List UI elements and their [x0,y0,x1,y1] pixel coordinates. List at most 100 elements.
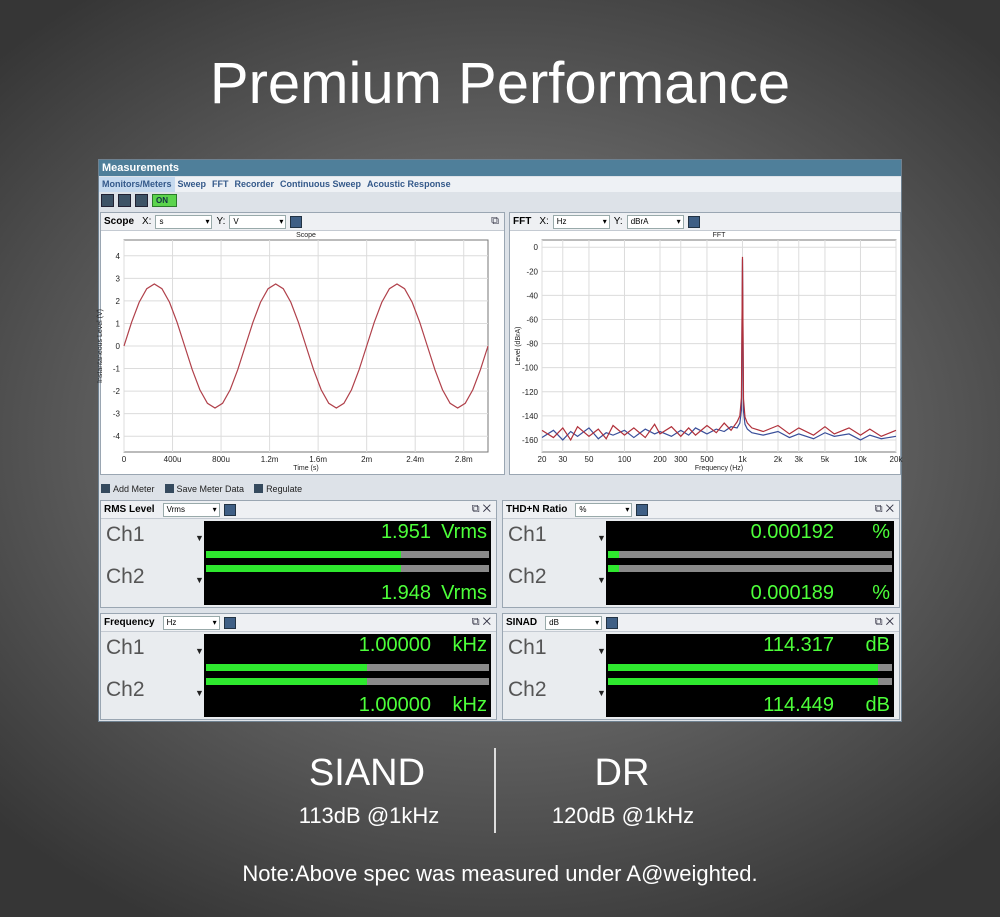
y-tick-label: 1 [116,319,121,328]
channel-label: Ch1 [106,523,145,546]
settings-icon[interactable] [223,503,236,516]
axis-label: Y: [613,216,623,227]
settings-icon[interactable] [606,616,619,629]
y-tick-label: -80 [526,340,538,349]
tab[interactable]: Monitors/Meters [99,177,175,192]
divider [494,748,496,833]
panel-header: FFT X: Hz Y: dBrA [510,213,900,231]
unit-select[interactable]: dB [545,615,603,630]
plot-area [541,239,897,453]
level-bar [206,565,489,572]
settings-icon[interactable] [223,616,236,629]
y-axis-label: Instantaneous Level (V) [97,309,104,383]
x-tick-label: 200 [653,455,667,464]
unit-select[interactable]: Hz [552,214,610,229]
meter-title: SINAD [506,617,538,628]
x-tick-label: 500 [700,455,714,464]
settings-icon[interactable] [636,503,649,516]
meter-unit: dB [865,634,890,656]
tab[interactable]: Continuous Sweep [280,179,362,189]
unit-select[interactable]: V [229,214,287,229]
meter-value: 1.948 [380,582,431,604]
x-tick-label: 300 [674,455,688,464]
channel-dropdown[interactable]: ▼ [597,688,606,698]
channel-label: Ch1 [508,636,547,659]
meter-panel: RMS Level Vrms ⧉ ✕ 1.951 Vrms 1.948 Vrms Ch1 ▼ Ch… [100,500,497,608]
x-tick-label: 3k [795,455,804,464]
tab-bar: Monitors/Meters Sweep FFT Recorder Conti… [99,177,901,192]
meter-reading: 114.449 dB [606,694,890,717]
x-tick-label: 800u [212,455,230,464]
tab[interactable]: FFT [212,179,229,189]
toolbar-button[interactable]: Add Meter [101,482,155,497]
meter-value: 0.000189 [750,582,834,604]
panel-header: RMS Level Vrms ⧉ ✕ [101,501,496,519]
y-tick-label: -160 [522,436,539,445]
window-title: Measurements [99,160,901,176]
spec-name: DR [594,752,650,794]
close-icon[interactable]: ⧉ ✕ [874,616,894,628]
x-tick-label: 5k [821,455,830,464]
meter-unit: kHz [452,694,487,716]
meter-display: 114.317 dB 114.449 dB [606,634,894,717]
x-tick-label: 1.6m [309,455,327,464]
axis-label: X: [539,216,549,227]
meter-reading: 1.00000 kHz [204,634,487,657]
settings-icon[interactable] [687,215,700,228]
meter-reading: 0.000192% [606,521,890,544]
unit-select[interactable]: Hz [162,615,220,630]
x-tick-label: 10k [854,455,868,464]
x-tick-label: 50 [585,455,594,464]
y-tick-label: 0 [534,243,539,252]
tool-icon[interactable] [101,194,114,207]
x-tick-label: 30 [558,455,567,464]
x-tick-label: 2k [774,455,783,464]
level-fill [608,664,878,671]
tab[interactable]: Recorder [234,179,275,189]
level-fill [206,678,368,685]
channel-label: Ch1 [106,636,145,659]
toggle[interactable]: ON [152,194,177,207]
channel-dropdown[interactable]: ▼ [597,646,606,656]
unit-select[interactable]: % [575,502,633,517]
toolbar-button[interactable]: Save Meter Data [165,482,245,497]
x-tick-label: 2.8m [455,455,473,464]
panel-header: Scope X: s Y: V ⧉ [101,213,504,231]
tool-icon[interactable] [118,194,131,207]
unit-select[interactable]: Vrms [162,502,220,517]
close-icon[interactable]: ⧉ ✕ [874,503,894,515]
x-tick-label: 2m [361,455,372,464]
settings-icon[interactable] [290,215,303,228]
level-bar [608,551,892,558]
panel-header: SINAD dB ⧉ ✕ [503,614,899,632]
unit-select[interactable]: s [155,214,213,229]
meter-title: RMS Level [104,504,155,515]
close-icon[interactable]: ⧉ ✕ [471,616,491,628]
series-line [541,259,897,441]
popout-icon[interactable]: ⧉ [491,215,499,227]
channel-dropdown[interactable]: ▼ [195,575,204,585]
tab[interactable]: Acoustic Response [367,179,451,189]
y-tick-label: -140 [522,412,539,421]
unit-select[interactable]: dBrA [626,214,684,229]
y-tick-label: -100 [522,364,539,373]
y-tick-label: -4 [113,432,121,441]
x-tick-label: 20 [538,455,547,464]
meter-value: 1.00000 [358,694,431,716]
channel-dropdown[interactable]: ▼ [195,533,204,543]
level-fill [608,678,878,685]
channel-dropdown[interactable]: ▼ [597,533,606,543]
tab[interactable]: Sweep [177,179,207,189]
channel-dropdown[interactable]: ▼ [597,575,606,585]
tool-icon[interactable] [135,194,148,207]
meter-unit: Vrms [441,582,487,604]
series-line [123,283,489,409]
toolbar-button[interactable]: Regulate [254,482,302,497]
panel-title: FFT [513,216,532,227]
channel-dropdown[interactable]: ▼ [195,688,204,698]
close-icon[interactable]: ⧉ ✕ [471,503,491,515]
y-tick-label: -2 [113,387,121,396]
meter-value: 1.00000 [358,634,431,656]
channel-dropdown[interactable]: ▼ [195,646,204,656]
x-axis-label: Time (s) [293,465,318,472]
